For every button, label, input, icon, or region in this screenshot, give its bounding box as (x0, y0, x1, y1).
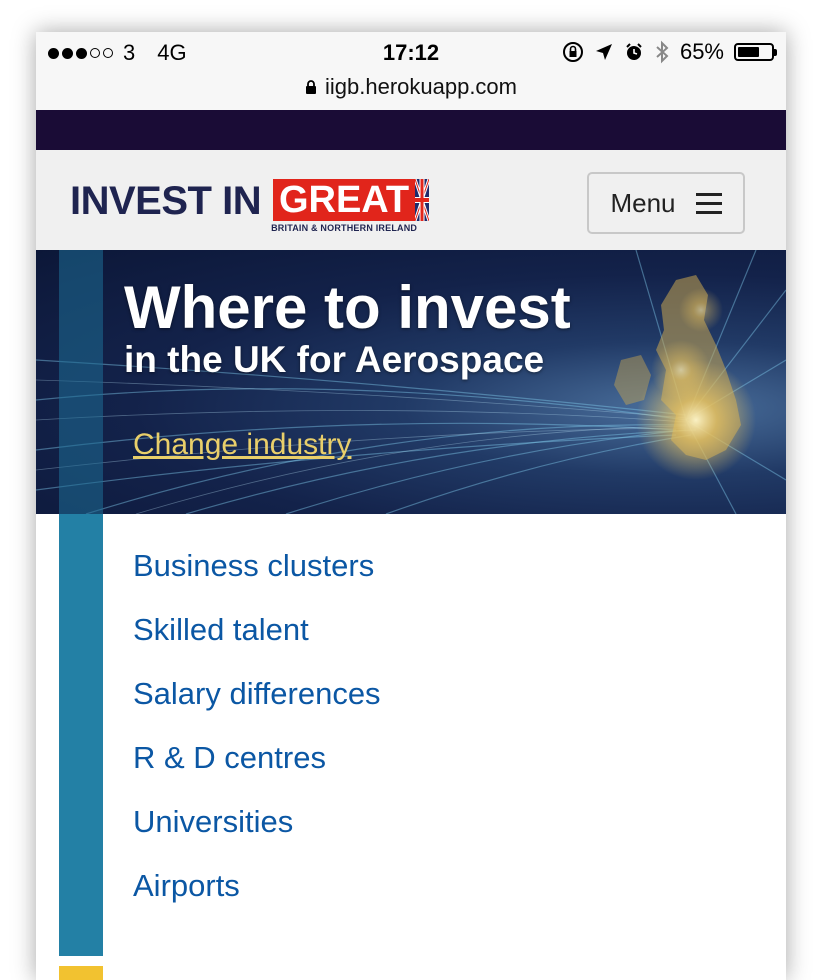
location-arrow-icon (595, 44, 612, 60)
url-text: iigb.herokuapp.com (324, 74, 517, 99)
network-type: 4G (157, 40, 187, 65)
status-left: 3 4G (48, 40, 187, 66)
hero-accent-bar (59, 250, 103, 514)
nav-link-airports[interactable]: Airports (133, 868, 240, 903)
battery-icon (734, 43, 777, 61)
alarm-icon (626, 43, 642, 60)
battery-percent: 65% (679, 39, 724, 64)
union-flag-icon (415, 179, 430, 221)
nav-link-salary-differences[interactable]: Salary differences (133, 676, 381, 711)
status-right: 65% (562, 39, 777, 65)
status-bar: 3 4G 17:12 65% (36, 32, 786, 72)
signal-strength-icon (48, 47, 113, 59)
site-header: INVEST IN GREAT BRITAIN & NORTHERN IRELA… (36, 150, 786, 250)
next-section-accent-bar (59, 966, 103, 980)
carrier-name: 3 (123, 40, 136, 65)
hero-banner: Where to invest in the UK for Aerospace … (36, 250, 786, 514)
nav-link-skilled-talent[interactable]: Skilled talent (133, 612, 309, 647)
logo-great-box: GREAT (272, 179, 430, 221)
url-bar[interactable]: iigb.herokuapp.com (36, 72, 786, 110)
rotation-lock-icon (562, 42, 583, 62)
lock-icon (305, 80, 316, 94)
menu-button[interactable]: Menu (587, 172, 745, 234)
site-logo[interactable]: INVEST IN GREAT BRITAIN & NORTHERN IRELA… (70, 179, 430, 233)
bluetooth-icon (656, 40, 669, 64)
change-industry-link[interactable]: Change industry (133, 428, 352, 461)
section-nav-list: Business clusters Skilled talent Salary … (133, 532, 381, 916)
nav-link-universities[interactable]: Universities (133, 804, 294, 839)
hamburger-icon (695, 192, 722, 214)
phone-screen: 3 4G 17:12 65% (36, 32, 786, 980)
status-time: 17:12 (382, 40, 440, 65)
nav-link-business-clusters[interactable]: Business clusters (133, 548, 375, 583)
logo-great-group: GREAT BRITAIN & NORTHERN IRELAND (271, 179, 430, 233)
hero-background-map-image (36, 250, 786, 514)
hero-subtitle: in the UK for Aerospace (124, 339, 545, 380)
logo-subtitle: BRITAIN & NORTHERN IRELAND (271, 223, 418, 233)
nav-link-rd-centres[interactable]: R & D centres (133, 740, 326, 775)
logo-invest-text: INVEST IN (70, 179, 262, 223)
hero-title: Where to invest (124, 274, 571, 341)
logo-great-text: GREAT (272, 179, 416, 221)
content-accent-bar (59, 514, 103, 956)
battery-level (738, 47, 759, 57)
menu-button-label: Menu (610, 187, 676, 218)
site-top-strip (36, 110, 786, 150)
